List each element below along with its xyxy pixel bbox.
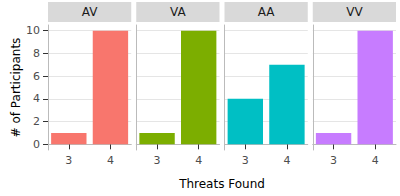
svg-text:6: 6 [33, 70, 40, 83]
svg-text:4: 4 [195, 154, 202, 167]
svg-text:AV: AV [82, 5, 98, 19]
svg-text:4: 4 [107, 154, 114, 167]
svg-text:Threats Found: Threats Found [178, 177, 265, 191]
svg-text:4: 4 [33, 92, 40, 105]
svg-text:AA: AA [258, 5, 276, 19]
svg-text:0: 0 [33, 138, 40, 151]
svg-text:VV: VV [346, 5, 363, 19]
svg-text:8: 8 [33, 47, 40, 60]
svg-text:10: 10 [26, 24, 40, 37]
svg-text:3: 3 [154, 154, 161, 167]
svg-text:4: 4 [283, 154, 290, 167]
svg-text:3: 3 [65, 154, 72, 167]
svg-text:3: 3 [242, 154, 249, 167]
svg-text:4: 4 [372, 154, 379, 167]
svg-text:# of Participants: # of Participants [9, 38, 23, 138]
svg-text:2: 2 [33, 115, 40, 128]
svg-text:VA: VA [170, 5, 186, 19]
svg-text:3: 3 [330, 154, 337, 167]
